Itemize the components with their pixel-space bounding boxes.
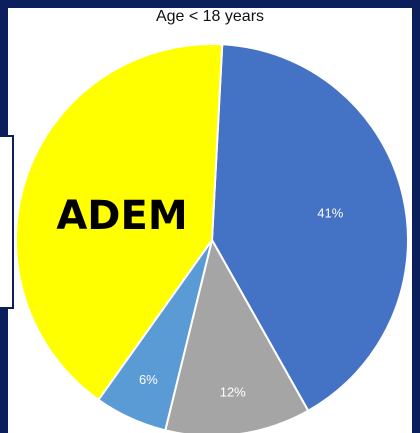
pie-slice-1 <box>210 43 409 413</box>
left-frame <box>0 135 14 309</box>
slice-label-1: 41% <box>317 205 343 220</box>
chart-title: Age < 18 years <box>155 8 265 25</box>
pie-labels: 41% 12% 6% <box>139 205 344 399</box>
adem-annotation: ADEM <box>56 193 187 239</box>
pie-slice-4 <box>15 43 224 402</box>
pie-slices <box>15 43 409 433</box>
slice-label-2: 12% <box>220 384 246 399</box>
slice-label-3: 6% <box>139 372 158 387</box>
